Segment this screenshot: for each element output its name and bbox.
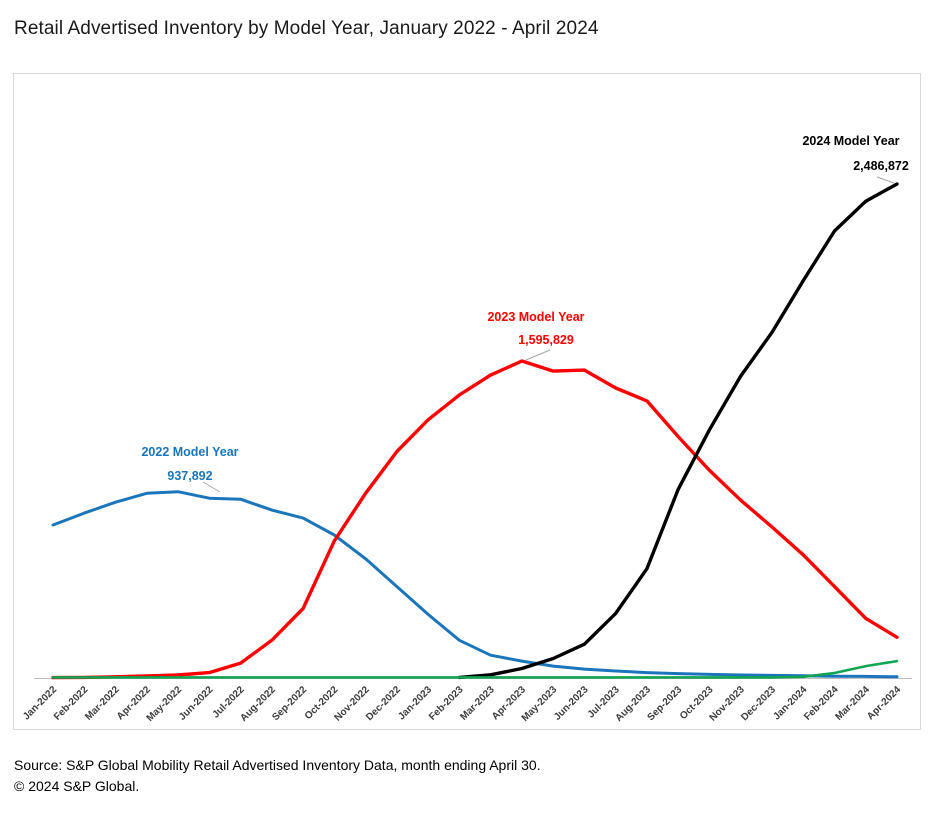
x-axis-label: Dec-2022 — [364, 684, 403, 723]
series-line-2024-model-year — [457, 182, 899, 680]
x-axis-label: Dec-2023 — [739, 684, 778, 723]
source-block: Source: S&P Global Mobility Retail Adver… — [14, 755, 541, 797]
series-name-label: 2024 Model Year — [802, 134, 899, 148]
series-line-2023-model-year — [51, 359, 899, 680]
copyright-text: © 2024 S&P Global. — [14, 778, 140, 794]
series-peak-value-label: 937,892 — [167, 469, 212, 483]
series-name-label: 2023 Model Year — [487, 310, 584, 324]
x-axis-label: Jun-2022 — [177, 684, 216, 723]
x-axis-label: Apr-2024 — [865, 684, 903, 722]
annotation-leader-line — [202, 481, 221, 493]
series-peak-value-label: 1,595,829 — [518, 333, 574, 347]
series-line-2022-model-year — [51, 490, 899, 679]
x-axis-label: Jun-2023 — [552, 684, 591, 723]
annotation-leader-line — [876, 176, 895, 184]
source-text: Source: S&P Global Mobility Retail Adver… — [14, 757, 541, 773]
x-axis-label: Sep-2022 — [270, 684, 309, 723]
series-peak-value-label: 2,486,872 — [853, 159, 909, 173]
chart-canvas: Jan-2022Feb-2022Mar-2022Apr-2022May-2022… — [21, 134, 912, 724]
chart-area: Jan-2022 Feb-2022 Mar-2022 Apr-2022 May-2022… — [13, 73, 921, 730]
x-axis-label: Sep-2023 — [645, 684, 684, 723]
annotation-leader-line — [525, 349, 551, 361]
series-line-green — [51, 659, 899, 679]
series-name-label: 2022 Model Year — [141, 445, 238, 459]
page-title: Retail Advertised Inventory by Model Yea… — [14, 18, 599, 39]
